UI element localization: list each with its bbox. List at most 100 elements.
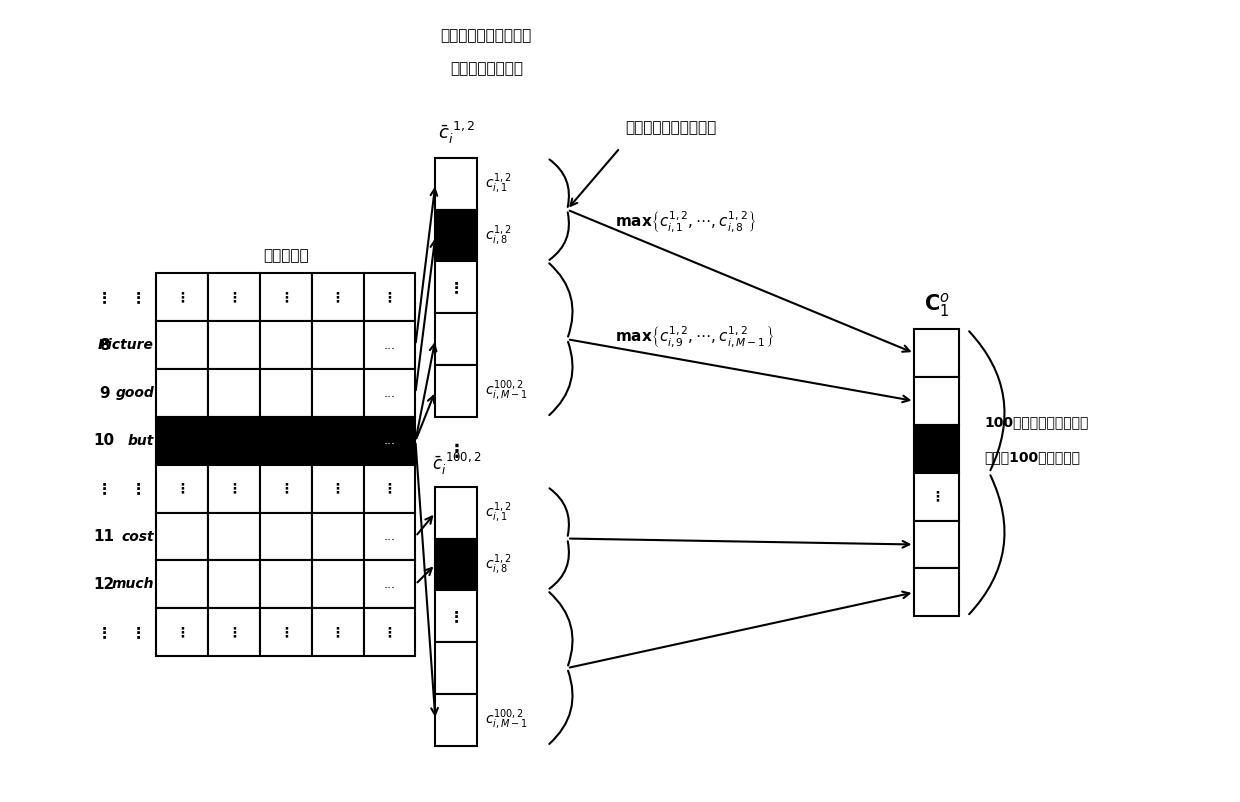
Bar [208,322,260,369]
Bar [260,465,311,512]
Bar [914,520,960,569]
Text: ⋮: ⋮ [449,609,464,624]
Bar [156,561,208,608]
Text: ⋮: ⋮ [130,625,146,640]
Text: ⋮: ⋮ [383,482,397,496]
Bar [363,465,415,512]
Bar [156,608,208,656]
Bar [208,465,260,512]
Text: 特征映射向量分段: 特征映射向量分段 [450,61,523,76]
Text: ⋮: ⋮ [383,626,397,639]
Text: Picture: Picture [98,338,154,352]
Bar [914,377,960,425]
Bar [208,369,260,417]
Bar [156,465,208,512]
Text: $c_{i,1}^{1,2}$: $c_{i,1}^{1,2}$ [485,500,512,525]
Bar [208,561,260,608]
Text: ⋮: ⋮ [97,481,112,496]
Text: $c_{i,M-1}^{100,2}$: $c_{i,M-1}^{100,2}$ [485,707,528,732]
Bar [260,512,311,561]
Text: ⋮: ⋮ [97,625,112,640]
Bar [435,590,477,642]
Text: ...: ... [383,338,396,352]
Text: 8: 8 [99,338,109,353]
Bar [435,538,477,590]
Text: ⋮: ⋮ [279,626,293,639]
Bar [363,369,415,417]
Bar [208,608,260,656]
Bar [260,608,311,656]
Bar [363,512,415,561]
Text: 共获得100个最大值对: 共获得100个最大值对 [985,450,1080,464]
Text: ...: ... [383,530,396,543]
Text: 词向量矩阵: 词向量矩阵 [263,249,309,264]
Bar [260,417,311,465]
Text: $\bar{c}_{i}^{\ 100,2}$: $\bar{c}_{i}^{\ 100,2}$ [432,451,481,476]
Bar [208,512,260,561]
Bar [208,417,260,465]
Bar [156,512,208,561]
Text: 11: 11 [94,529,114,544]
Bar [914,472,960,520]
Text: ⋮: ⋮ [227,482,241,496]
Bar [435,314,477,365]
Bar [435,209,477,261]
Text: ⋮: ⋮ [97,290,112,305]
Text: $c_{i,M-1}^{100,2}$: $c_{i,M-1}^{100,2}$ [485,379,528,403]
Text: ⋮: ⋮ [279,290,293,305]
Bar [435,365,477,417]
Bar [363,608,415,656]
Bar [435,261,477,314]
Bar [208,273,260,322]
Bar [260,322,311,369]
Text: cost: cost [122,529,154,544]
Text: 根据转折词位置对单一: 根据转折词位置对单一 [440,28,532,43]
Text: ⋮: ⋮ [449,280,464,295]
Text: ...: ... [383,387,396,399]
Bar [260,273,311,322]
Bar [311,608,363,656]
Bar [311,322,363,369]
Bar [363,417,415,465]
Bar [914,569,960,616]
Bar [311,369,363,417]
Text: ⋮: ⋮ [130,481,146,496]
Text: ⋮: ⋮ [448,443,465,461]
Text: $c_{i,8}^{1,2}$: $c_{i,8}^{1,2}$ [485,223,512,248]
Text: good: good [115,386,154,400]
Text: ⋮: ⋮ [383,290,397,305]
Text: ⋮: ⋮ [331,626,345,639]
Text: $\mathbf{C}_1^{o}$: $\mathbf{C}_1^{o}$ [924,291,950,319]
Text: 池化获取每段的最大值: 池化获取每段的最大值 [625,120,717,136]
Bar [363,561,415,608]
Bar [435,642,477,694]
Text: 10: 10 [93,433,115,448]
Bar [435,487,477,538]
Bar [156,322,208,369]
Text: 12: 12 [93,577,115,592]
Text: $\mathbf{max}\left\{c_{i,1}^{1,2},\cdots,c_{i,8}^{1,2}\right\}$: $\mathbf{max}\left\{c_{i,1}^{1,2},\cdots… [615,210,756,235]
Text: ⋮: ⋮ [331,482,345,496]
Bar [156,417,208,465]
Bar [156,369,208,417]
Text: $c_{i,1}^{1,2}$: $c_{i,1}^{1,2}$ [485,172,512,196]
Bar [260,369,311,417]
Text: but: but [128,434,154,448]
Bar [260,561,311,608]
Bar [311,465,363,512]
Bar [914,425,960,472]
Bar [311,273,363,322]
Text: ⋮: ⋮ [175,482,188,496]
Text: $c_{i,8}^{1,2}$: $c_{i,8}^{1,2}$ [485,553,512,577]
Text: ...: ... [383,435,396,448]
Text: 100个相同尺寸的卷积核: 100个相同尺寸的卷积核 [985,415,1089,429]
Bar [311,512,363,561]
Bar [156,273,208,322]
Bar [435,694,477,746]
Text: ⋮: ⋮ [331,290,345,305]
Bar [363,273,415,322]
Text: ⋮: ⋮ [227,626,241,639]
Bar [311,417,363,465]
Text: ⋮: ⋮ [175,290,188,305]
Text: ⋮: ⋮ [175,626,188,639]
